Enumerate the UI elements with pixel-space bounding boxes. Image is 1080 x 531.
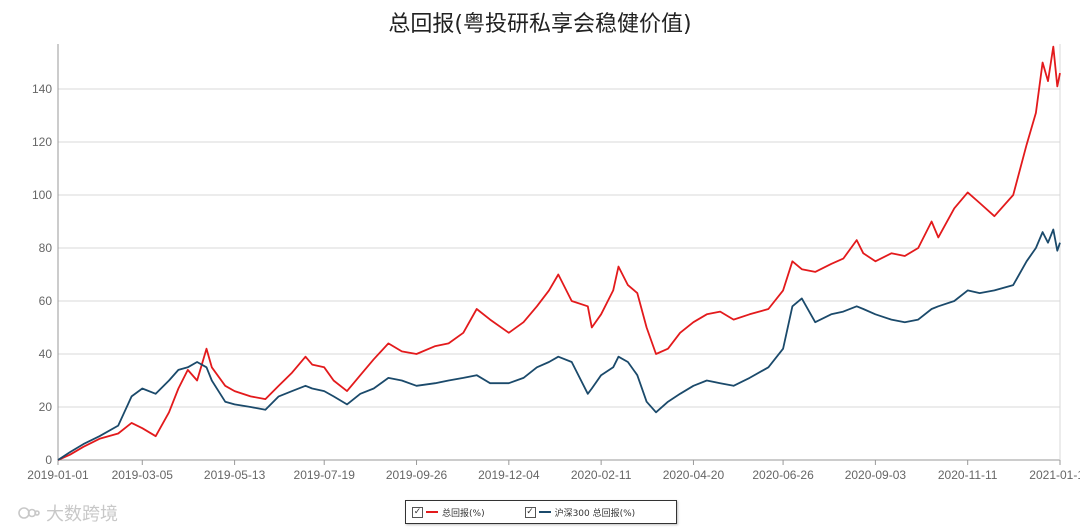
x-tick-label: 2020-04-20 xyxy=(663,468,725,482)
series-line-0 xyxy=(57,45,1061,461)
axes xyxy=(57,44,1061,461)
watermark: 大数跨境 xyxy=(18,500,118,526)
x-tick-label: 2019-05-13 xyxy=(204,468,266,482)
y-tick-label: 140 xyxy=(32,82,52,96)
x-tick-label: 2020-06-26 xyxy=(752,468,814,482)
y-tick-label: 60 xyxy=(39,294,53,308)
watermark-text: 大数跨境 xyxy=(46,504,118,525)
y-tick-label: 100 xyxy=(32,188,52,202)
y-tick-label: 40 xyxy=(39,347,53,361)
legend-label-fund: 总回报(%) xyxy=(442,508,485,519)
y-tick-label: 120 xyxy=(32,135,52,149)
legend-label-index: 沪深300 总回报(%) xyxy=(554,508,636,519)
x-tick-label: 2020-11-11 xyxy=(938,468,998,482)
x-axis-ticks: 2019-01-01 2019-03-05 2019-05-13 2019-07-19… xyxy=(27,460,1080,482)
legend-item-fund[interactable]: ✓ 总回报(%) xyxy=(412,506,485,519)
y-tick-label: 20 xyxy=(39,400,53,414)
x-tick-label: 2019-12-04 xyxy=(478,468,540,482)
x-tick-label: 2019-01-01 xyxy=(27,468,89,482)
y-axis-ticks: 0 20 40 60 80 100 120 140 xyxy=(32,82,52,467)
legend-swatch-fund xyxy=(426,511,438,513)
x-tick-label: 2019-03-05 xyxy=(112,468,174,482)
series-lines xyxy=(57,45,1061,461)
x-tick-label: 2020-02-11 xyxy=(571,468,632,482)
y-tick-label: 80 xyxy=(39,241,53,255)
y-tick-label: 0 xyxy=(45,453,52,467)
checkbox-icon[interactable]: ✓ xyxy=(412,506,423,518)
legend-swatch-index xyxy=(538,511,551,513)
legend-item-index[interactable]: ✓ 沪深300 总回报(%) xyxy=(524,506,636,519)
chart-title: 总回报(粤投研私享会稳健价值) xyxy=(388,12,692,37)
x-tick-label: 2019-07-19 xyxy=(294,468,356,482)
checkbox-icon[interactable]: ✓ xyxy=(524,506,536,518)
watermark-logo-icon xyxy=(18,507,40,519)
x-tick-label: 2019-09-26 xyxy=(386,468,448,482)
x-tick-label: 2021-01-19 xyxy=(1029,468,1080,482)
legend: ✓ 总回报(%) ✓ 沪深300 总回报(%) xyxy=(405,500,677,524)
series-line-1 xyxy=(57,228,1061,461)
x-tick-label: 2020-09-03 xyxy=(845,468,907,482)
